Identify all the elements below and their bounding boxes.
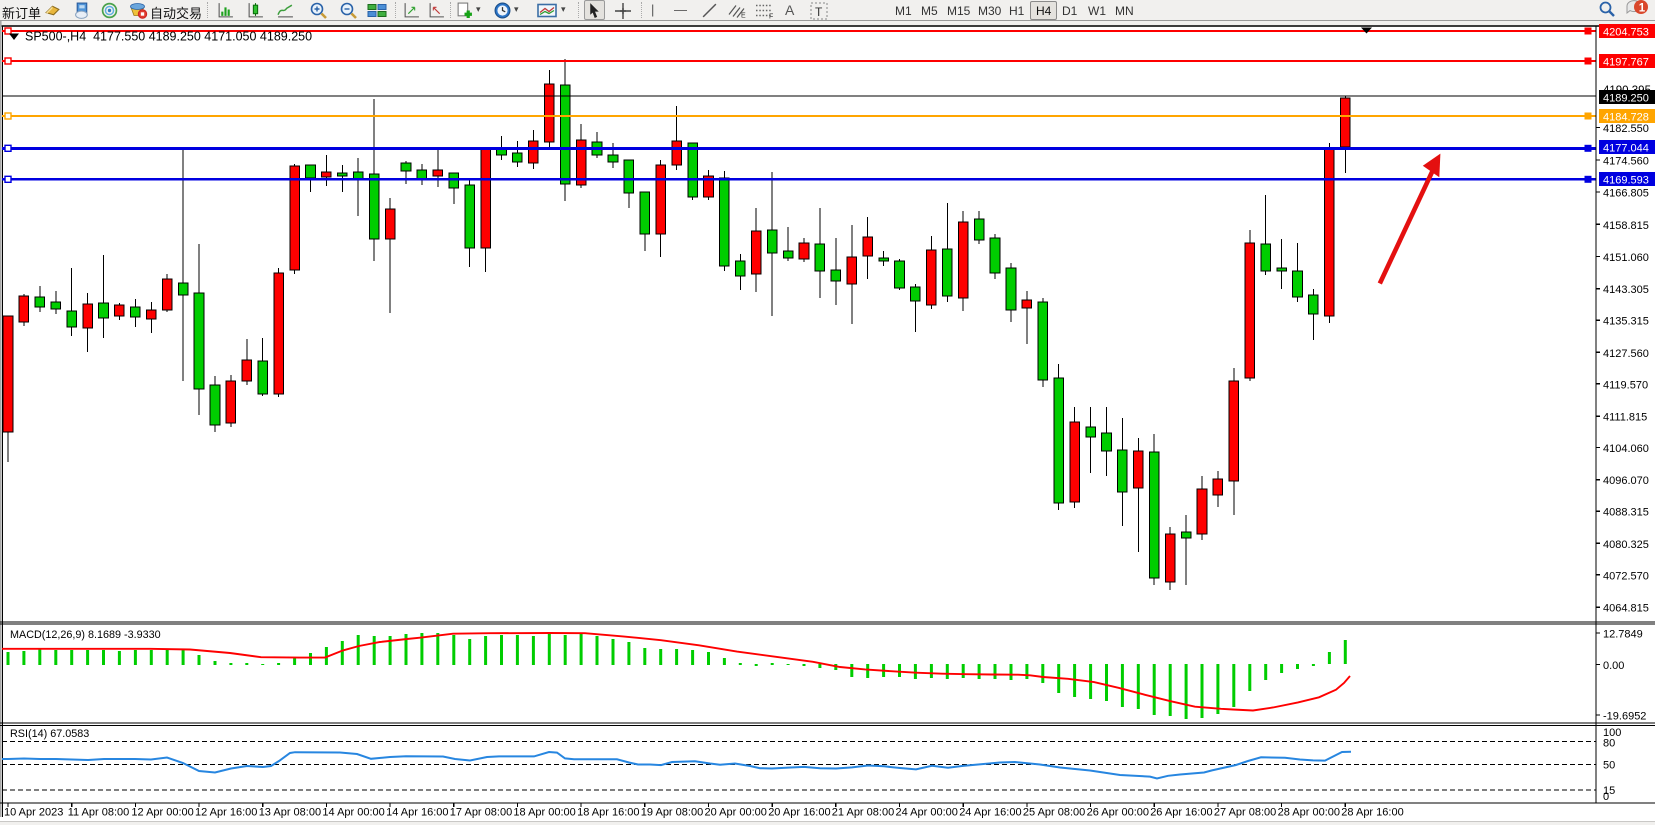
svg-text:50: 50: [1603, 760, 1615, 772]
svg-text:T: T: [815, 5, 823, 19]
svg-text:11 Apr 08:00: 11 Apr 08:00: [68, 807, 130, 819]
svg-text:4096.070: 4096.070: [1603, 475, 1649, 487]
svg-text:13 Apr 08:00: 13 Apr 08:00: [259, 807, 321, 819]
svg-text:4197.767: 4197.767: [1603, 57, 1649, 69]
svg-text:27 Apr 08:00: 27 Apr 08:00: [1214, 807, 1276, 819]
svg-text:4151.060: 4151.060: [1603, 252, 1649, 264]
svg-text:4143.305: 4143.305: [1603, 284, 1649, 296]
svg-text:80: 80: [1603, 737, 1615, 749]
svg-text:24 Apr 16:00: 24 Apr 16:00: [959, 807, 1021, 819]
svg-text:4127.560: 4127.560: [1603, 348, 1649, 360]
svg-text:4169.593: 4169.593: [1603, 175, 1649, 187]
svg-text:12.7849: 12.7849: [1603, 629, 1643, 641]
svg-text:100: 100: [1603, 727, 1621, 739]
svg-text:12 Apr 00:00: 12 Apr 00:00: [131, 807, 193, 819]
svg-text:20 Apr 00:00: 20 Apr 00:00: [705, 807, 767, 819]
svg-text:15: 15: [1603, 785, 1615, 797]
svg-text:4177.044: 4177.044: [1603, 143, 1649, 155]
svg-text:26 Apr 00:00: 26 Apr 00:00: [1087, 807, 1149, 819]
svg-text:12 Apr 16:00: 12 Apr 16:00: [195, 807, 257, 819]
svg-text:SP500-,H4 4177.550 4189.250 4: SP500-,H4 4177.550 4189.250 4171.050 418…: [25, 30, 312, 44]
svg-text:0.00: 0.00: [1603, 660, 1624, 672]
svg-text:19 Apr 08:00: 19 Apr 08:00: [641, 807, 703, 819]
svg-text:4064.815: 4064.815: [1603, 603, 1649, 615]
svg-text:4204.753: 4204.753: [1603, 27, 1649, 39]
svg-text:4166.805: 4166.805: [1603, 188, 1649, 200]
svg-text:4119.570: 4119.570: [1603, 379, 1648, 391]
svg-text:E: E: [741, 13, 746, 20]
svg-text:0: 0: [1603, 791, 1609, 803]
svg-text:4174.560: 4174.560: [1603, 156, 1649, 168]
svg-text:RSI(14) 67.0583: RSI(14) 67.0583: [10, 728, 89, 740]
svg-text:4135.315: 4135.315: [1603, 316, 1649, 328]
svg-text:17 Apr 08:00: 17 Apr 08:00: [450, 807, 512, 819]
svg-text:4104.060: 4104.060: [1603, 443, 1649, 455]
svg-text:4189.250: 4189.250: [1603, 93, 1649, 105]
svg-text:1: 1: [1639, 3, 1646, 15]
svg-text:4184.728: 4184.728: [1603, 112, 1649, 124]
svg-text:F: F: [769, 14, 773, 20]
svg-text:4158.815: 4158.815: [1603, 220, 1649, 232]
svg-text:10 Apr 2023: 10 Apr 2023: [4, 807, 63, 819]
svg-text:14 Apr 00:00: 14 Apr 00:00: [322, 807, 384, 819]
svg-text:26 Apr 16:00: 26 Apr 16:00: [1150, 807, 1212, 819]
svg-text:4182.550: 4182.550: [1603, 123, 1649, 135]
svg-text:25 Apr 08:00: 25 Apr 08:00: [1023, 807, 1085, 819]
svg-text:MACD(12,26,9) 8.1689 -3.9330: MACD(12,26,9) 8.1689 -3.9330: [10, 629, 161, 641]
svg-text:18 Apr 00:00: 18 Apr 00:00: [513, 807, 575, 819]
svg-text:4072.570: 4072.570: [1603, 570, 1649, 582]
svg-text:-19.6952: -19.6952: [1603, 711, 1646, 723]
svg-text:24 Apr 00:00: 24 Apr 00:00: [896, 807, 958, 819]
svg-text:28 Apr 00:00: 28 Apr 00:00: [1278, 807, 1340, 819]
svg-text:21 Apr 08:00: 21 Apr 08:00: [832, 807, 894, 819]
svg-text:18 Apr 16:00: 18 Apr 16:00: [577, 807, 639, 819]
svg-text:4111.815: 4111.815: [1603, 412, 1647, 424]
svg-text:14 Apr 16:00: 14 Apr 16:00: [386, 807, 448, 819]
svg-text:4088.315: 4088.315: [1603, 507, 1649, 519]
svg-text:20 Apr 16:00: 20 Apr 16:00: [768, 807, 830, 819]
svg-text:28 Apr 16:00: 28 Apr 16:00: [1341, 807, 1403, 819]
svg-text:4080.325: 4080.325: [1603, 539, 1649, 551]
